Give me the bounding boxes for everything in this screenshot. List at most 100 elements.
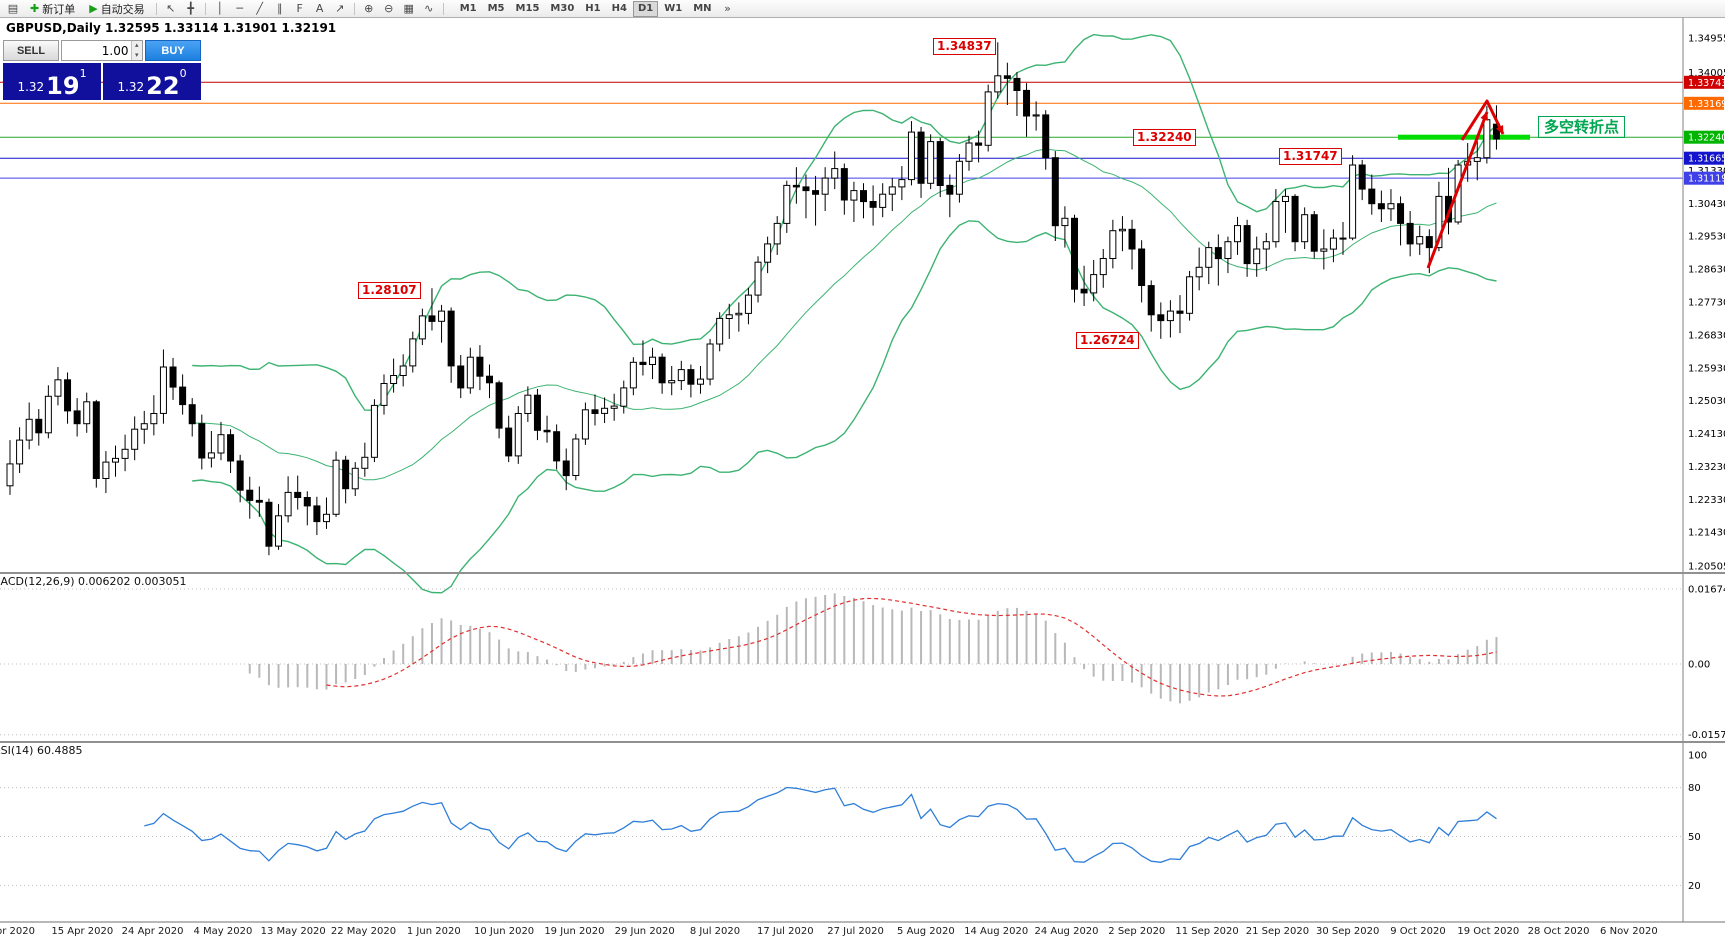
ask-pips: 22	[146, 72, 180, 100]
date-label: 19 Oct 2020	[1457, 926, 1519, 937]
new-chart-icon[interactable]: ▤	[4, 0, 22, 17]
timeframe-m1[interactable]: M1	[459, 2, 477, 14]
toolbar-separator	[204, 2, 206, 15]
vertical-line-icon[interactable]: │	[211, 0, 229, 17]
indicators-list-icon[interactable]: ∿	[420, 0, 438, 17]
buy-button[interactable]: BUY	[145, 40, 201, 61]
trend-arrows[interactable]	[1426, 99, 1505, 269]
more-toolbar-icon[interactable]: »	[719, 0, 737, 17]
timeframe-m5[interactable]: M5	[487, 2, 505, 14]
price-axis[interactable]	[1684, 18, 1725, 922]
symbol-period-label: GBPUSD,Daily	[6, 21, 101, 35]
bollinger-middle-band	[192, 148, 1497, 481]
auto-trading-button-label: 自动交易	[100, 2, 145, 16]
volume-down-button[interactable]: ▾	[131, 50, 142, 60]
indicators-list-icon: ∿	[424, 2, 434, 15]
price-chip-1.31119	[1684, 171, 1724, 185]
price-callout-1.32240[interactable]: 1.32240	[1133, 129, 1196, 146]
timeframe-mn[interactable]: MN	[693, 2, 712, 14]
cursor-icon[interactable]: ↖	[162, 0, 180, 17]
auto-trading-button[interactable]: ▶ 自动交易	[83, 0, 150, 17]
date-label: 5 Aug 2020	[897, 926, 955, 937]
price-label: 1.26830	[1688, 330, 1725, 341]
auto-trading-icon: ▶	[89, 2, 98, 15]
new-order-button[interactable]: ✚ 新订单	[24, 0, 81, 17]
bid-price-tile[interactable]: 1.32 19 1	[3, 63, 101, 100]
price-label: 1.25930	[1688, 363, 1725, 374]
rsi-axis-label: 100	[1688, 751, 1707, 762]
bollinger-bands	[192, 33, 1497, 594]
date-label: 13 May 2020	[261, 926, 326, 937]
bid-pips: 19	[46, 72, 80, 100]
date-label: 24 Apr 2020	[122, 926, 184, 937]
price-callout-1.28107[interactable]: 1.28107	[358, 282, 421, 299]
trendline-icon[interactable]: ╱	[251, 0, 269, 17]
price-label: 1.34955	[1688, 34, 1725, 45]
timeframe-d1[interactable]: D1	[632, 0, 659, 17]
sell-button[interactable]: SELL	[3, 40, 59, 61]
price-label: 1.27730	[1688, 298, 1725, 309]
trend-arrow-up[interactable]	[1426, 111, 1489, 269]
date-label: 30 Sep 2020	[1316, 926, 1379, 937]
date-label: 28 Oct 2020	[1528, 926, 1590, 937]
date-label: 24 Aug 2020	[1034, 926, 1098, 937]
zoom-in-icon: ⊕	[364, 2, 374, 15]
timeframe-group: M1 M5 M15 M30 H1 H4 D1 W1 MN	[455, 0, 717, 17]
date-label: 6 Nov 2020	[1600, 926, 1658, 937]
macd-name: MACD(12,26,9)	[0, 575, 75, 588]
timeframe-w1[interactable]: W1	[664, 2, 683, 14]
horizontal-level-lines[interactable]	[0, 81, 1683, 179]
ask-point: 0	[179, 67, 187, 80]
macd-values: 0.006202 0.003051	[78, 575, 187, 588]
turning-point-label[interactable]: 多空转折点	[1538, 116, 1626, 138]
text-label-icon[interactable]: A	[311, 0, 329, 17]
arrow-object-icon[interactable]: ↗	[331, 0, 349, 17]
ask-price-tile[interactable]: 1.32 22 0	[103, 63, 201, 100]
price-chip-1.31665	[1684, 151, 1724, 165]
candlesticks[interactable]	[6, 42, 1500, 556]
price-label: 1.29530	[1688, 232, 1725, 243]
price-callout-1.34837[interactable]: 1.34837	[933, 38, 996, 55]
price-callout-1.26724[interactable]: 1.26724	[1076, 332, 1139, 349]
price-label: 1.23230	[1688, 462, 1725, 473]
toolbar-separator	[155, 2, 157, 15]
date-label: 9 Oct 2020	[1390, 926, 1445, 937]
date-label: 22 May 2020	[331, 926, 396, 937]
price-label: 1.22330	[1688, 495, 1725, 506]
price-axis-chips: 1.33743 1.33169 1.32240 1.31665 1.31119	[1684, 75, 1725, 185]
date-label: 21 Sep 2020	[1246, 926, 1309, 937]
price-label: 1.31330	[1688, 166, 1725, 177]
timeframe-m15[interactable]: M15	[515, 2, 540, 14]
arrow-object-icon: ↗	[335, 2, 345, 15]
price-callout-1.31747[interactable]: 1.31747	[1279, 148, 1342, 165]
timeframe-h1[interactable]: H1	[585, 2, 601, 14]
volume-up-button[interactable]: ▴	[131, 41, 142, 51]
new-order-button-label: 新订单	[42, 2, 76, 16]
macd-histogram	[248, 593, 1498, 704]
zoom-in-icon[interactable]: ⊕	[360, 0, 378, 17]
one-click-top-row: SELL ▴ ▾ BUY	[3, 40, 201, 61]
macd-label: MACD(12,26,9) 0.006202 0.003051	[0, 575, 187, 588]
time-axis[interactable]	[0, 923, 1725, 939]
price-label: 1.28630	[1688, 265, 1725, 276]
volume-input[interactable]	[62, 41, 131, 60]
date-label: Apr 2020	[0, 926, 35, 937]
price-chip-1.33169	[1684, 96, 1724, 110]
date-label: 10 Jun 2020	[474, 926, 534, 937]
zoom-out-icon[interactable]: ⊖	[380, 0, 398, 17]
tile-windows-icon[interactable]: ▦	[400, 0, 418, 17]
vertical-line-icon: │	[216, 2, 223, 15]
timeframe-h4[interactable]: H4	[611, 2, 627, 14]
horizontal-line-icon[interactable]: ─	[231, 0, 249, 17]
equidistant-channel-icon[interactable]: ∥	[271, 0, 289, 17]
price-chip-1.32240	[1684, 130, 1724, 144]
fibonacci-icon[interactable]: F	[291, 0, 309, 17]
price-label: 1.20505	[1688, 562, 1725, 573]
timeframe-m30[interactable]: M30	[550, 2, 575, 14]
pullback-zigzag-arrow[interactable]	[1460, 99, 1505, 141]
fibonacci-icon: F	[296, 2, 303, 15]
crosshair-icon[interactable]: ╋	[182, 0, 200, 17]
chart-title: GBPUSD,Daily 1.32595 1.33114 1.31901 1.3…	[6, 21, 336, 35]
bollinger-upper-band	[192, 33, 1497, 412]
